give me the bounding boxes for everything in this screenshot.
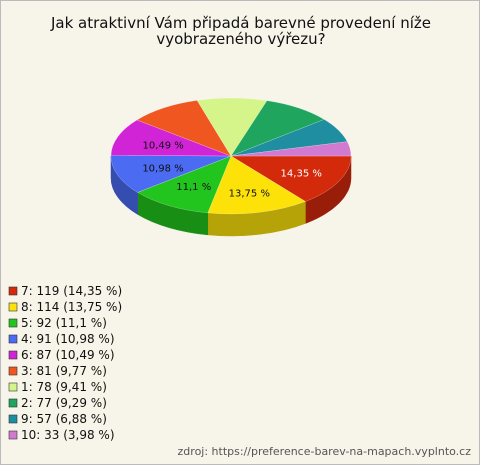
legend-label: 7: 119 (14,35 %) [21, 284, 122, 298]
legend-label: 10: 33 (3,98 %) [21, 428, 115, 442]
legend-label: 6: 87 (10,49 %) [21, 348, 115, 362]
chart-title: Jak atraktivní Vám připadá barevné prove… [50, 14, 432, 48]
slice [230, 141, 352, 157]
slice-label: 11,1 % [176, 182, 211, 193]
slice [136, 100, 232, 157]
legend-swatch [8, 382, 18, 392]
slice [137, 155, 232, 214]
slice [230, 100, 325, 157]
slice [110, 155, 232, 193]
legend-swatch [8, 350, 18, 360]
legend-swatch [8, 414, 18, 424]
slice [110, 119, 232, 157]
legend-label: 4: 91 (10,98 %) [21, 332, 115, 346]
slice-label: 13,75 % [229, 189, 270, 200]
legend-swatch [8, 302, 18, 312]
legend-swatch [8, 366, 18, 376]
slice-label: 10,49 % [142, 140, 183, 151]
source: zdroj: https://preference-barev-na-mapac… [177, 445, 471, 458]
legend-swatch [8, 286, 18, 296]
legend-swatch [8, 398, 18, 408]
slice [196, 97, 268, 157]
slice [230, 119, 348, 157]
legend-label: 3: 81 (9,77 %) [21, 364, 107, 378]
slice-label: 10,98 % [142, 163, 183, 174]
legend-label: 9: 57 (6,88 %) [21, 412, 107, 426]
legend-label: 1: 78 (9,41 %) [21, 380, 107, 394]
legend-swatch [8, 334, 18, 344]
slice-label: 14,35 % [281, 168, 322, 179]
legend-label: 2: 77 (9,29 %) [21, 396, 107, 410]
legend-swatch [8, 430, 18, 440]
legend-label: 5: 92 (11,1 %) [21, 316, 107, 330]
legend-label: 8: 114 (13,75 %) [21, 300, 122, 314]
slice [207, 155, 307, 215]
slice [230, 155, 352, 202]
legend-swatch [8, 318, 18, 328]
